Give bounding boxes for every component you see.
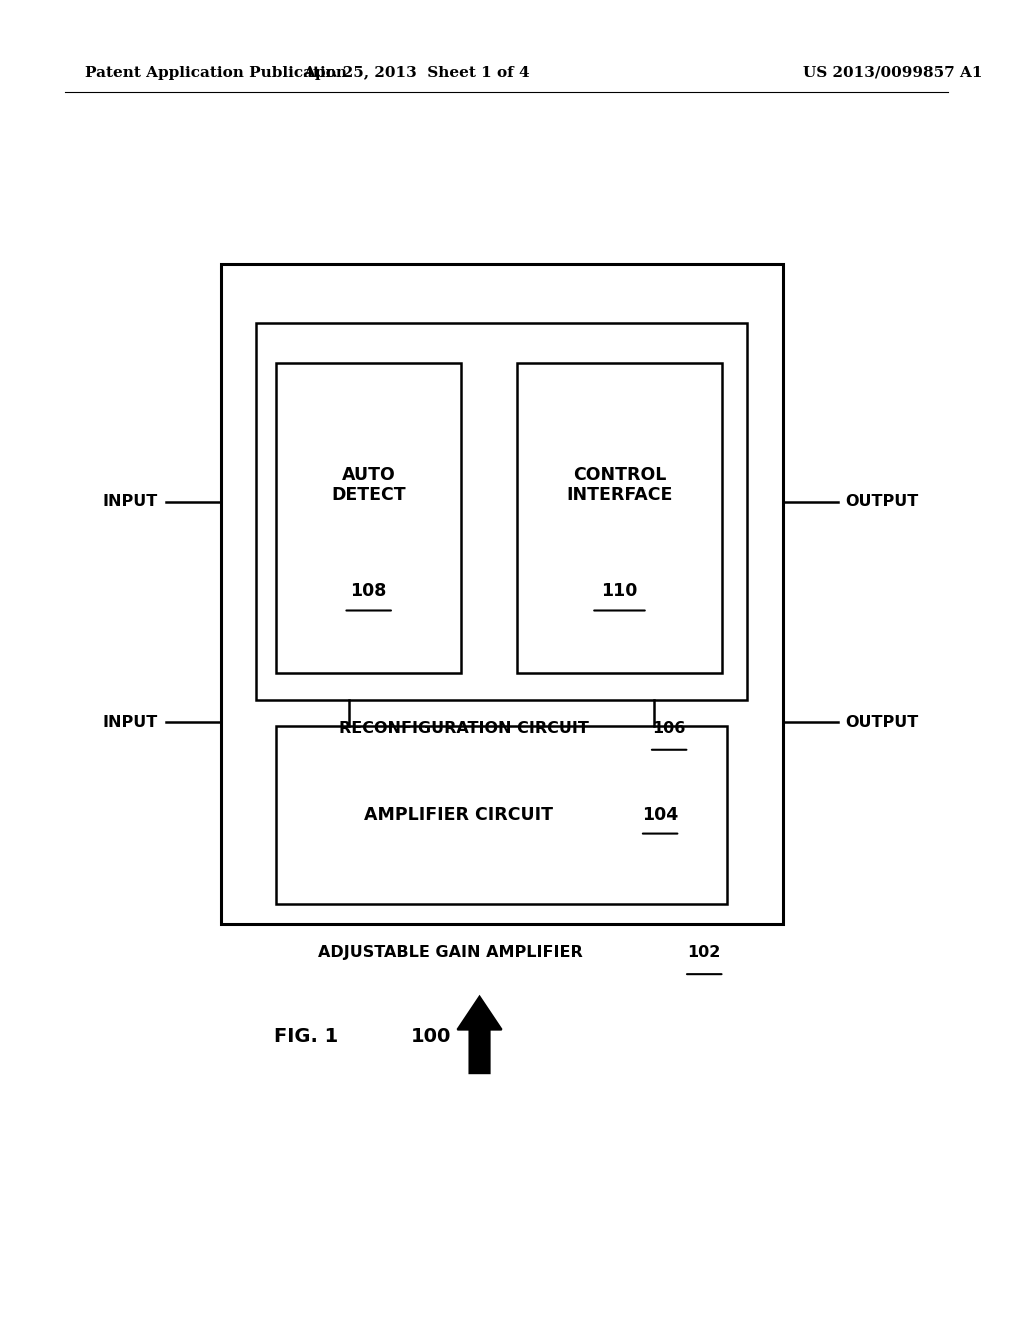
Text: CONTROL
INTERFACE: CONTROL INTERFACE (566, 466, 673, 504)
Text: RECONFIGURATION CIRCUIT: RECONFIGURATION CIRCUIT (339, 721, 594, 735)
Text: AMPLIFIER CIRCUIT: AMPLIFIER CIRCUIT (364, 807, 559, 824)
Text: INPUT: INPUT (102, 714, 158, 730)
Text: Apr. 25, 2013  Sheet 1 of 4: Apr. 25, 2013 Sheet 1 of 4 (303, 66, 529, 79)
Text: INPUT: INPUT (102, 494, 158, 510)
Bar (517, 363, 722, 673)
Bar (275, 363, 462, 673)
Text: 100: 100 (412, 1027, 452, 1045)
Polygon shape (458, 997, 502, 1073)
Text: 102: 102 (687, 945, 721, 960)
Text: Patent Application Publication: Patent Application Publication (85, 66, 347, 79)
Text: OUTPUT: OUTPUT (846, 714, 919, 730)
Text: US 2013/0099857 A1: US 2013/0099857 A1 (803, 66, 982, 79)
Text: 106: 106 (652, 721, 686, 735)
Bar (275, 726, 727, 904)
Text: OUTPUT: OUTPUT (846, 494, 919, 510)
Text: FIG. 1: FIG. 1 (273, 1027, 338, 1045)
Text: 108: 108 (350, 582, 387, 599)
Text: 104: 104 (642, 807, 678, 824)
Text: 110: 110 (601, 582, 638, 599)
Bar (256, 323, 748, 700)
Text: AUTO
DETECT: AUTO DETECT (332, 466, 406, 504)
Text: ADJUSTABLE GAIN AMPLIFIER: ADJUSTABLE GAIN AMPLIFIER (318, 945, 589, 960)
Bar (221, 264, 782, 924)
